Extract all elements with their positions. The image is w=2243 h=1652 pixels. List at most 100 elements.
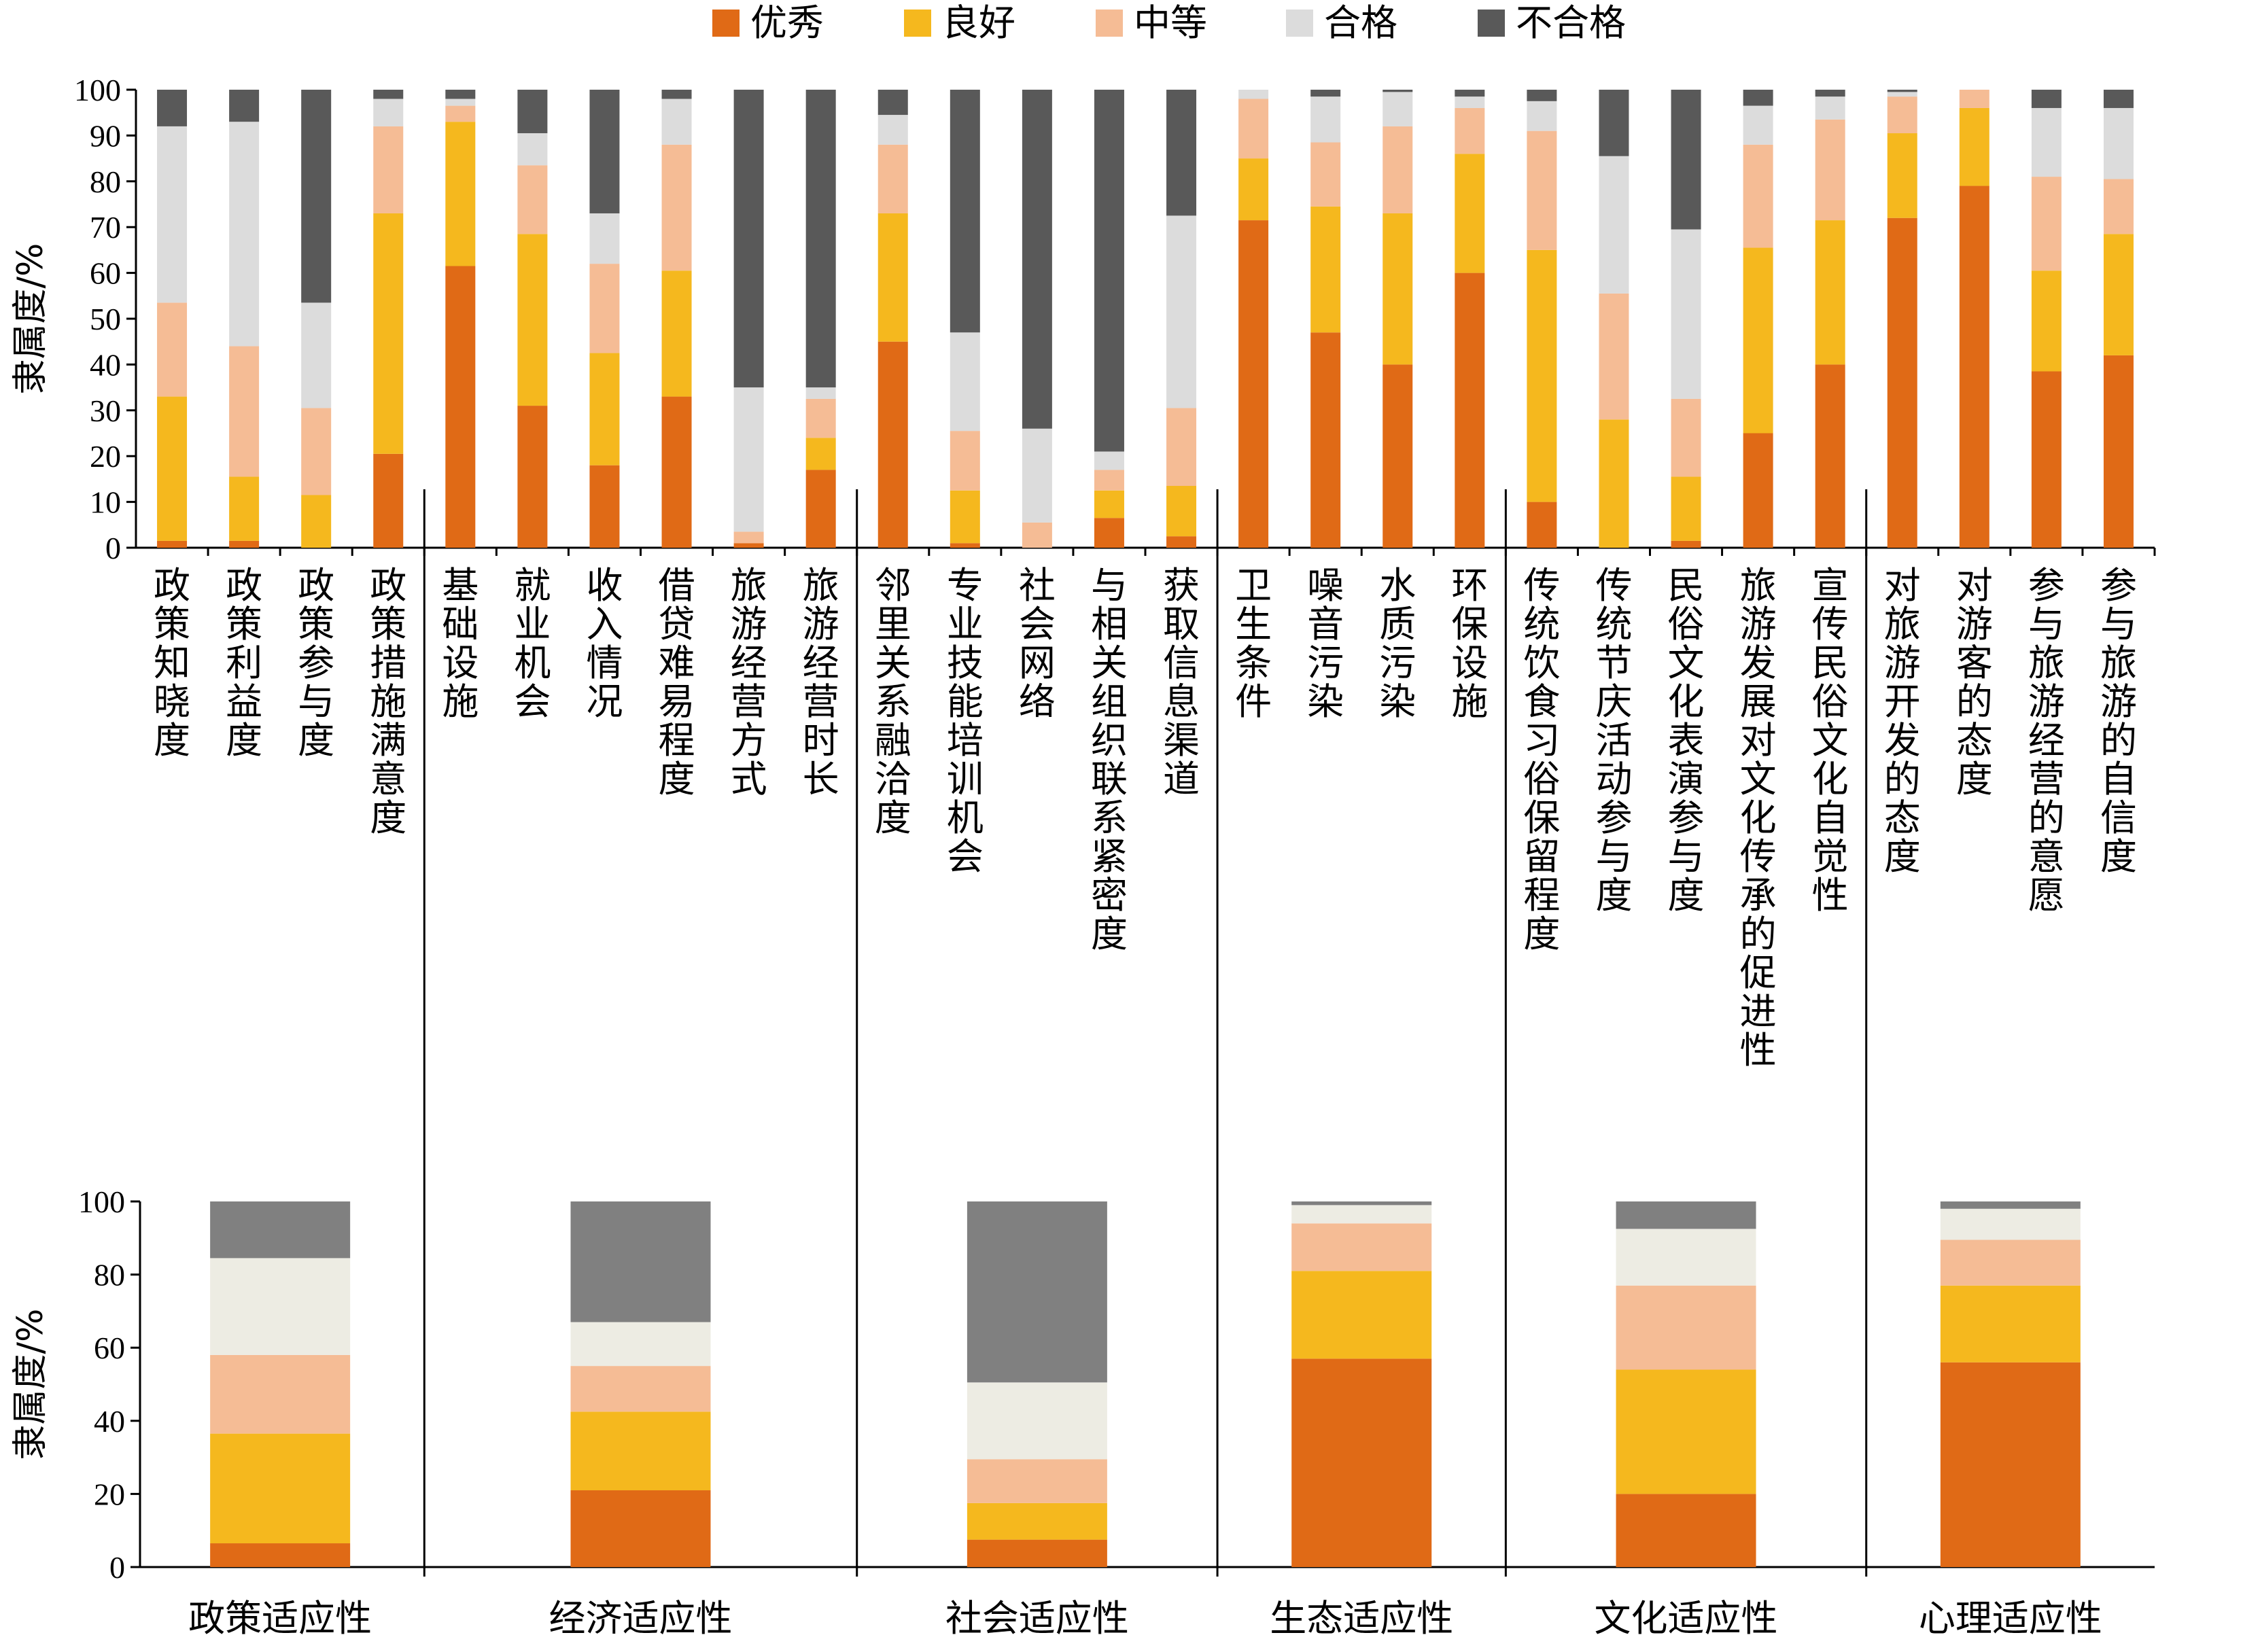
dimension-bar-3-4 [1291,1201,1432,1206]
bar-4-0 [445,266,476,548]
bar-10-3 [877,115,908,145]
bar-7-2 [661,144,692,271]
dimension-bar-4-1 [1616,1369,1756,1494]
category-label-4: 基础设施 [442,564,479,723]
bar-1-1 [229,476,260,541]
bar-4-4 [445,90,476,99]
category-label-10: 邻里关系融洽度 [875,564,911,839]
group-separators [423,489,1868,1577]
bar-21-3 [1671,229,1701,399]
bar-9-4 [805,90,836,388]
indicator-chart: 0 10 20 30 40 50 60 70 80 90 100 隶属度/% 政策知晓度政策利益度政策参… [10,73,2156,1072]
bar-15-2 [1238,99,1269,159]
dimension-label-5: 心理适应性 [1919,1597,2102,1640]
bar-6-0 [589,465,620,548]
bar-27-1 [2103,234,2134,355]
bar-25-2 [1959,90,1989,108]
category-label-8: 旅游经营方式 [731,564,767,801]
bar-15-0 [1238,220,1269,548]
category-label-17: 水质污染 [1379,564,1416,723]
bar-4-3 [445,99,476,106]
bar-13-4 [1094,90,1124,452]
dimension-bar-1-1 [570,1411,711,1491]
dimension-bar-2-2 [967,1459,1107,1503]
bar-24-1 [1887,133,1917,218]
bar-22-1 [1743,247,1773,434]
category-label-14: 获取信息渠道 [1163,564,1200,801]
top-y-tick-label: 40 [90,347,121,382]
bottom-y-tick-label: 60 [94,1331,125,1365]
bar-16-2 [1310,142,1341,207]
dimension-bar-5-3 [1940,1208,2081,1240]
bar-17-0 [1383,364,1413,548]
bar-26-2 [2031,177,2062,271]
dimension-bar-3-3 [1291,1205,1432,1224]
bottom-y-tick-label: 80 [94,1258,125,1293]
bar-18-3 [1455,96,1485,108]
bar-21-0 [1671,540,1701,548]
bar-21-4 [1671,90,1701,230]
bar-8-2 [733,531,764,544]
category-label-23: 宣传民俗文化自觉性 [1812,564,1849,917]
bottom-y-tick-label: 20 [94,1477,125,1511]
bar-0-2 [157,302,188,397]
bar-22-0 [1743,433,1773,548]
category-label-3: 政策措施满意度 [370,564,406,839]
legend-swatch-4 [1478,10,1505,37]
bar-11-4 [950,90,980,333]
bar-19-3 [1527,101,1557,131]
category-label-2: 政策参与度 [298,564,334,762]
bar-9-1 [805,438,836,470]
category-label-24: 对旅游开发的态度 [1884,564,1921,878]
dimension-bar-0-3 [210,1258,351,1355]
bar-14-3 [1166,215,1197,408]
bar-19-2 [1527,130,1557,250]
bar-13-2 [1094,470,1124,491]
category-label-11: 专业技能培训机会 [947,564,984,878]
bar-15-1 [1238,158,1269,221]
bar-5-2 [517,165,548,234]
bar-17-4 [1383,90,1413,92]
bar-27-4 [2103,90,2134,108]
dimension-bar-3-2 [1291,1223,1432,1271]
bar-9-2 [805,398,836,438]
bar-23-2 [1815,119,1845,221]
bar-0-1 [157,396,188,541]
bar-6-2 [589,264,620,353]
dimension-bar-4-4 [1616,1201,1756,1229]
bar-16-4 [1310,90,1341,97]
legend-swatch-0 [712,10,740,37]
bar-11-1 [950,490,980,544]
dimension-bar-2-4 [967,1201,1107,1383]
bar-12-3 [1022,428,1052,523]
bar-18-1 [1455,154,1485,273]
bar-13-0 [1094,518,1124,548]
category-label-1: 政策利益度 [226,564,262,762]
category-label-27: 参与旅游的自信度 [2100,564,2137,878]
bar-20-2 [1599,293,1629,420]
bar-20-4 [1599,90,1629,156]
category-label-20: 传统节庆活动参与度 [1595,564,1632,917]
legend-swatch-2 [1096,10,1123,37]
bar-22-4 [1743,90,1773,106]
dimension-bar-1-3 [570,1322,711,1367]
bar-9-0 [805,470,836,548]
bar-0-0 [157,540,188,548]
bar-5-4 [517,90,548,134]
bar-2-4 [301,90,332,303]
bar-1-2 [229,346,260,477]
dimension-bar-4-3 [1616,1229,1756,1286]
bar-10-0 [877,341,908,548]
bottom-y-tick-label: 40 [94,1404,125,1439]
bar-26-1 [2031,270,2062,372]
bar-19-0 [1527,502,1557,548]
bar-11-2 [950,431,980,491]
bar-13-1 [1094,490,1124,519]
dimension-bar-2-3 [967,1382,1107,1460]
dimension-bar-5-4 [1940,1201,2081,1209]
category-label-26: 参与旅游经营的意愿 [2028,564,2065,917]
bar-27-3 [2103,107,2134,179]
category-label-6: 收入情况 [586,564,623,723]
bar-10-1 [877,213,908,342]
bar-23-0 [1815,364,1845,548]
